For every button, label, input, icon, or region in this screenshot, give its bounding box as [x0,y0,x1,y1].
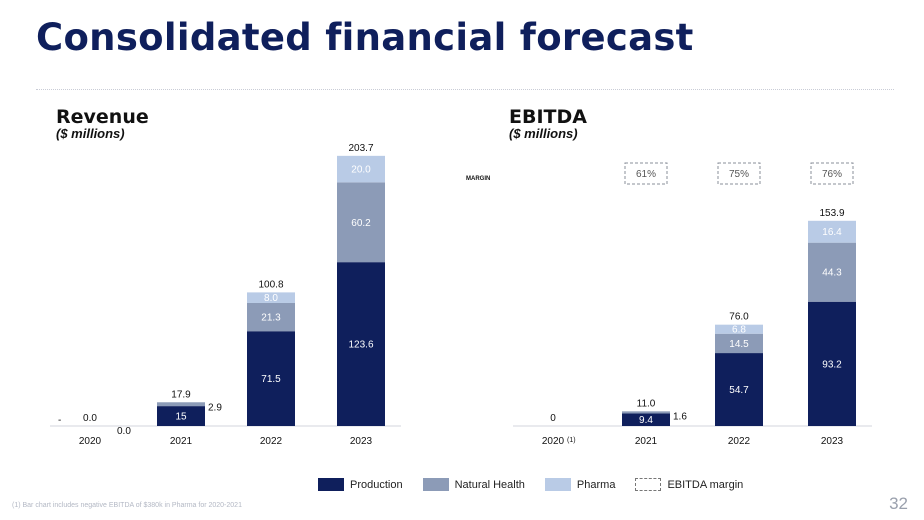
revenue-bar-label-production-2023: 123.6 [348,340,373,351]
ebitda-margin-label-2021: 61% [636,169,656,180]
ebitda-bar-label-natural-health-2023: 44.3 [822,268,842,279]
ebitda-tick-label-2021: 2021 [635,436,658,447]
revenue-bar-natural-health-2023 [337,182,385,263]
ebitda-side-label-2021: 1.6 [673,411,687,422]
ebitda-bar-pharma-2023 [808,220,856,243]
ebitda-margin-box-2021 [624,162,668,185]
revenue-tick-label-2022: 2022 [260,436,283,447]
revenue-chart-subtitle: ($ millions) [56,126,125,141]
ebitda-bar-label-pharma-2022: 6.8 [732,325,746,336]
legend-ebitda-margin: EBITDA margin [635,478,743,491]
ebitda-bar-natural-health-2023 [808,242,856,302]
revenue-total-label-2021: 17.9 [171,389,191,400]
ebitda-chart-subtitle: ($ millions) [509,126,578,141]
ebitda-margin-label-2023: 76% [822,169,842,180]
title-divider [36,89,894,90]
revenue-bar-label-pharma-2022: 8.0 [264,293,278,304]
legend-production-label: Production [350,478,403,491]
ebitda-bar-natural-health-2021 [622,411,670,414]
chart-legend: Production Natural Health Pharma EBITDA … [318,478,763,491]
ebitda-margin-label-2022: 75% [729,169,749,180]
ebitda-bar-label-production-2023: 93.2 [822,359,842,370]
ebitda-tick-label-2022: 2022 [728,436,751,447]
ebitda-total-label-2021: 11.0 [637,398,656,409]
ebitda-chart-title: EBITDA [509,106,587,128]
revenue-bar-label-production-2021: 15 [175,412,187,423]
ebitda-bar-production-2022 [715,353,763,426]
ebitda-bar-pharma-2022 [715,324,763,334]
ebitda-tick-note-2020: (1) [567,437,576,444]
revenue-side-label-2020: 0.0 [117,426,131,437]
revenue-bar-label-natural-health-2022: 21.3 [261,313,281,324]
ebitda-margin-row-label: MARGIN [466,176,490,182]
legend-production: Production [318,478,403,491]
ebitda-bar-label-natural-health-2022: 14.5 [729,339,749,350]
legend-natural-health-label: Natural Health [454,478,525,491]
revenue-total-label-2022: 100.8 [258,279,283,290]
ebitda-margin-box-2023 [810,162,854,185]
legend-production-swatch [318,478,344,491]
revenue-bar-production-2022 [247,331,295,426]
ebitda-bar-production-2023 [808,301,856,426]
footnote: (1) Bar chart includes negative EBITDA o… [12,502,242,509]
revenue-chart-title: Revenue [56,106,149,128]
revenue-bar-pharma-2022 [247,292,295,303]
revenue-bar-label-production-2022: 71.5 [261,374,281,385]
revenue-bar-natural-health-2021 [157,402,205,407]
revenue-bar-label-pharma-2023: 20.0 [351,165,371,176]
legend-natural-health: Natural Health [422,478,525,491]
revenue-tick-label-2023: 2023 [350,436,373,447]
revenue-bar-natural-health-2022 [247,302,295,332]
revenue-total-label-2020: 0.0 [83,413,97,424]
legend-pharma-label: Pharma [576,478,616,491]
revenue-bar-production-2023 [337,262,385,426]
ebitda-total-label-2023: 153.9 [819,208,844,219]
ebitda-margin-box-2022 [717,162,761,185]
revenue-total-label-2023: 203.7 [348,143,373,154]
legend-pharma: Pharma [544,478,616,491]
page-number: 32 [889,494,908,513]
charts-canvas: 0.0 0.0 2020 15 17.9 2.9 2021 71.5 21.3 8.0 100.8 2… [50,143,872,447]
ebitda-bar-label-pharma-2023: 16.4 [822,227,842,238]
revenue-leading-mark: - [58,415,61,426]
ebitda-total-label-2020: 0 [550,413,556,424]
legend-ebitda-margin-label: EBITDA margin [667,478,744,491]
revenue-tick-label-2020: 2020 [79,436,102,447]
revenue-bar-production-2021 [157,406,205,426]
ebitda-bar-label-production-2021: 9.4 [639,415,653,426]
revenue-bar-pharma-2023 [337,155,385,183]
revenue-tick-label-2021: 2021 [170,436,193,447]
page-title: Consolidated financial forecast [36,16,694,59]
legend-ebitda-margin-swatch [635,478,662,491]
revenue-bar-label-natural-health-2023: 60.2 [351,218,371,229]
ebitda-tick-label-2023: 2023 [821,436,844,447]
ebitda-total-label-2022: 76.0 [729,312,749,323]
legend-natural-health-swatch [422,478,449,491]
ebitda-tick-label-2020: 2020 [542,436,565,447]
ebitda-bar-natural-health-2022 [715,333,763,354]
revenue-side-label-2021: 2.9 [208,402,222,413]
legend-pharma-swatch [544,478,571,491]
ebitda-bar-production-2021 [622,413,670,426]
ebitda-bar-label-production-2022: 54.7 [729,385,749,396]
